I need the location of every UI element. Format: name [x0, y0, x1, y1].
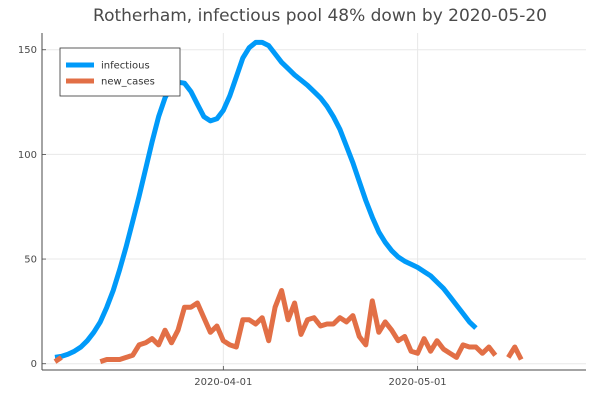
- legend: infectious new_cases: [59, 47, 181, 97]
- series-line: [506, 344, 524, 361]
- series-infectious: [54, 39, 478, 360]
- legend-box: [59, 47, 181, 97]
- series-line: [99, 288, 498, 364]
- x-tick-label: 2020-05-01: [389, 377, 447, 388]
- legend-label: new_cases: [101, 77, 155, 88]
- series-layer: [53, 39, 524, 364]
- x-tick-label: 2020-04-01: [194, 377, 252, 388]
- y-tick-label: 100: [18, 150, 37, 161]
- series-line: [53, 355, 63, 364]
- y-tick-label: 50: [24, 255, 37, 266]
- series-new_cases: [53, 288, 524, 364]
- legend-label: infectious: [101, 61, 150, 72]
- axes: 0 50 100 150 2020-04-01 2020-05-01: [18, 33, 586, 388]
- chart-title: Rotherham, infectious pool 48% down by 2…: [93, 6, 547, 26]
- y-tick-label: 150: [18, 45, 37, 56]
- y-tick-label: 0: [31, 359, 37, 370]
- series-line: [54, 39, 478, 360]
